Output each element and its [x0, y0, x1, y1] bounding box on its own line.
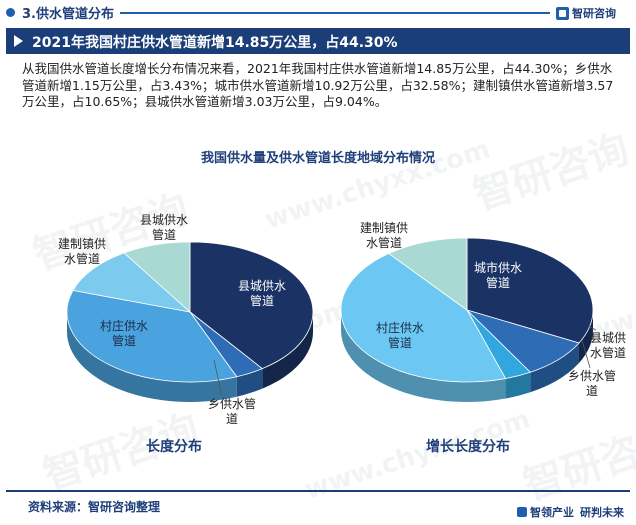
pie-2-slice-label: 城市供水管道	[474, 260, 522, 290]
pie-2-slice-label: 县城供水管道	[590, 331, 626, 360]
pie-2-title: 增长长度分布	[426, 439, 510, 455]
headline-banner: 2021年我国村庄供水管道新增14.85万公里，占44.30%	[6, 28, 630, 54]
pie-2-slice-label: 建制镇供水管道	[360, 221, 408, 250]
slogan-part-2: 研判未来	[580, 506, 624, 519]
pie-1-slice-side	[262, 312, 313, 389]
footer-divider	[6, 490, 630, 492]
play-triangle-icon	[14, 35, 23, 47]
source-note: 资料来源：智研咨询整理	[28, 500, 161, 514]
pie-1-slice-label: 县城供水管道	[140, 213, 188, 242]
brand-name: 智研咨询	[572, 7, 616, 20]
footer-slogan: 智领产业 研判未来	[517, 504, 624, 520]
headline-title: 2021年我国村庄供水管道新增14.85万公里，占44.30%	[32, 35, 398, 51]
pie-1-leader-line	[213, 359, 223, 397]
pie-1-slice	[72, 252, 192, 313]
pie-2-slice-side	[341, 310, 506, 403]
slogan-logo-icon	[517, 507, 527, 517]
pie-2-slice	[340, 253, 507, 383]
section-bullet-icon	[6, 8, 15, 17]
pie-2-leader-line	[587, 325, 597, 331]
pie-2-slice-side	[578, 310, 593, 364]
footer: 资料来源：智研咨询整理 智领产业 研判未来	[6, 490, 630, 525]
pie-1-slice	[66, 289, 238, 383]
pie-2-slice-label: 村庄供水管道	[376, 320, 424, 350]
section-title: 3.供水管道分布	[22, 7, 114, 22]
pie-1-slice-label: 建制镇供水管道	[58, 237, 106, 266]
pie-1-slice-label: 县城供水管道	[238, 279, 286, 308]
pie-2-slice-side	[530, 343, 579, 393]
pie-1-slice-label: 乡供水管道	[208, 396, 256, 426]
header-divider	[120, 12, 550, 14]
pie-2-leader-line	[581, 339, 591, 369]
pie-2-slice	[388, 237, 468, 311]
pie-2-slice-side	[505, 372, 531, 399]
brand-logo: 智研咨询	[556, 4, 616, 22]
description-paragraph: 从我国供水管道长度增长分布情况来看，2021年我国村庄供水管道新增14.85万公…	[22, 61, 614, 109]
pie-1-title: 长度分布	[146, 439, 202, 455]
slogan-part-1: 智领产业	[530, 506, 574, 519]
pie-1-slice-side	[67, 312, 237, 402]
brand-logo-icon	[556, 6, 569, 20]
pie-1-slice	[189, 241, 314, 370]
pie-1-slice-side	[236, 368, 263, 397]
pie-1-slice-label: 村庄供水管道	[100, 318, 148, 348]
section-header: 3.供水管道分布 智研咨询	[0, 0, 636, 24]
pie-2-slice-label: 乡供水管道	[568, 368, 616, 398]
pie-1-slice	[123, 241, 191, 313]
chart-title: 我国供水量及供水管道长度地域分布情况	[200, 151, 435, 166]
